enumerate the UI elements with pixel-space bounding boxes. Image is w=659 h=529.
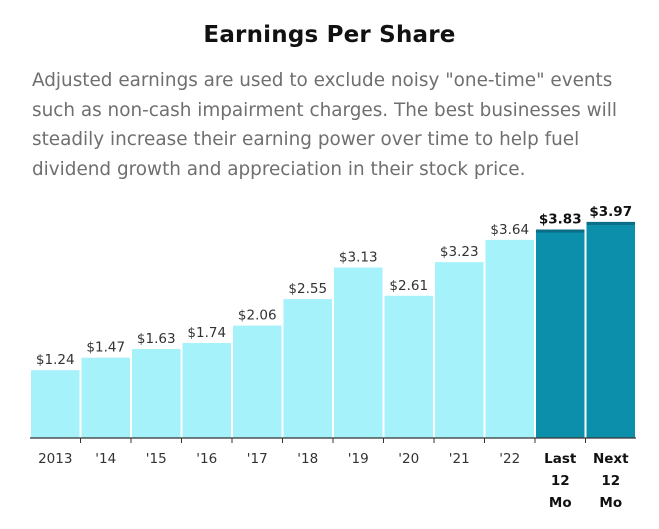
bar-9 [485,239,534,438]
bar-top-edge-10 [536,229,585,233]
value-label-6: $3.13 [339,250,378,266]
x-tick-label-0: 2013 [38,451,72,467]
value-label-3: $1.74 [187,325,226,341]
value-label-10: $3.83 [539,212,582,228]
value-label-1: $1.47 [86,340,125,356]
x-tick-label-10-line-2: Mo [549,495,572,511]
bar-11 [586,221,635,438]
bar-4 [233,325,282,438]
x-tick-label-10: Last [544,451,577,467]
x-tick-label-2: '15 [146,451,167,467]
bar-10 [536,229,585,438]
x-tick-label-5: '18 [297,451,318,467]
bar-top-edge-11 [586,221,635,225]
x-tick-label-3: '16 [196,451,217,467]
x-tick-label-7: '20 [398,451,419,467]
x-tick-label-4: '17 [247,451,268,467]
value-label-8: $3.23 [440,244,479,260]
bar-8 [435,262,484,438]
x-tick-label-9: '22 [499,451,520,467]
value-label-4: $2.06 [238,308,277,324]
bar-5 [283,299,332,438]
x-tick-label-11: Next [593,451,629,467]
value-label-5: $2.55 [288,281,327,297]
x-tick-label-6: '19 [348,451,369,467]
value-label-11: $3.97 [589,204,632,220]
bar-1 [81,357,130,438]
chart-subtitle: Adjusted earnings are used to exclude no… [32,70,617,180]
x-tick-label-11-line-1: 12 [601,473,620,489]
bar-2 [132,348,181,438]
chart-title: Earnings Per Share [203,22,456,48]
value-label-9: $3.64 [490,222,529,238]
bar-6 [334,267,383,438]
value-label-0: $1.24 [36,352,75,368]
bar-7 [384,295,433,438]
value-label-2: $1.63 [137,331,176,347]
bar-3 [182,343,231,438]
value-label-7: $2.61 [389,278,428,294]
x-tick-label-1: '14 [95,451,116,467]
bar-0 [31,370,80,438]
x-tick-label-8: '21 [449,451,470,467]
x-tick-label-11-line-2: Mo [599,495,622,511]
x-tick-label-10-line-1: 12 [551,473,570,489]
